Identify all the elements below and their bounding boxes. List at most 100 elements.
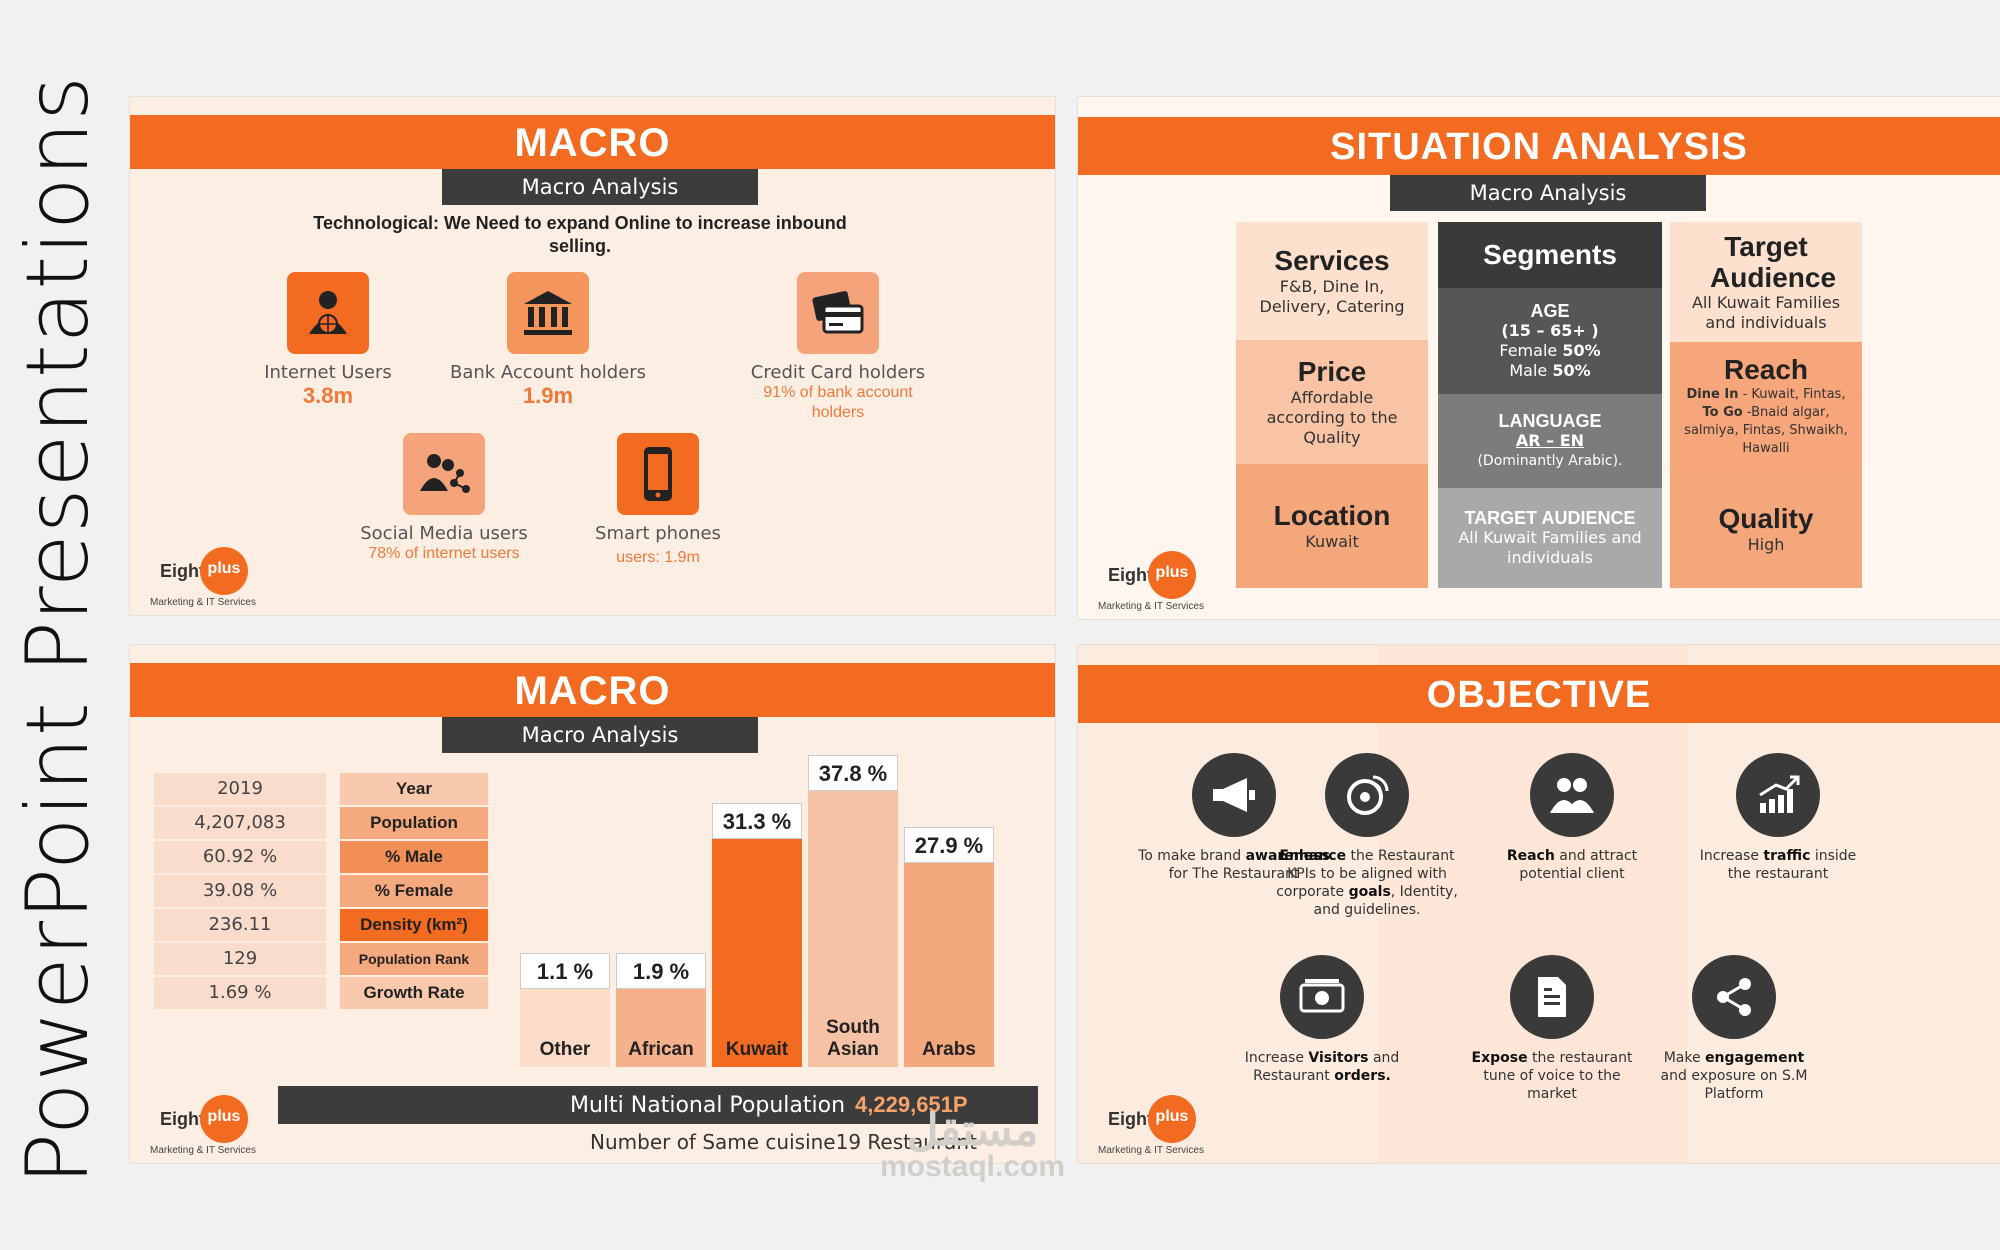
slide-macro-tech[interactable]: MACRO Macro Analysis Technological: We N… bbox=[130, 97, 1055, 615]
multi-national-population: Multi National Population 4,229,651P bbox=[278, 1086, 1038, 1124]
person-globe-icon bbox=[287, 272, 369, 354]
satellite-dish-icon bbox=[1325, 753, 1409, 837]
table-key: % Female bbox=[340, 875, 488, 907]
table-value: 60.92 % bbox=[154, 841, 326, 873]
tech-heading: Technological: We Need to expand Online … bbox=[313, 213, 847, 256]
table-key: Growth Rate bbox=[340, 977, 488, 1009]
chart-category-label: Other bbox=[539, 1039, 591, 1060]
share-icon bbox=[1692, 955, 1776, 1039]
slide-macro-population[interactable]: MACRO Macro Analysis 2019 Year 4,207,083 Po… bbox=[130, 645, 1055, 1163]
social-users-icon bbox=[403, 433, 485, 515]
segments-target-audience: TARGET AUDIENCE All Kuwait Families and … bbox=[1438, 488, 1662, 588]
stat-credit-card: Credit Card holders 91% of bank account … bbox=[718, 272, 958, 423]
objective-brand-awareness: To make brand awareness for The Restaura… bbox=[1134, 753, 1334, 883]
chart-bar: 1.1 % Other bbox=[520, 949, 610, 1067]
target-audience-cell: Target Audience All Kuwait Families and … bbox=[1670, 222, 1862, 342]
location-cell: Location Kuwait bbox=[1236, 464, 1428, 588]
credit-card-icon bbox=[797, 272, 879, 354]
table-value: 236.11 bbox=[154, 909, 326, 941]
table-row: 60.92 % % Male bbox=[154, 841, 488, 873]
slide-subtitle: Macro Analysis bbox=[1390, 175, 1706, 211]
slide-subtitle: Macro Analysis bbox=[442, 169, 758, 205]
chart-data-label: 27.9 % bbox=[904, 827, 994, 863]
objective-reach-clients: Reach and attract potential client bbox=[1492, 753, 1652, 883]
growth-chart-icon bbox=[1736, 753, 1820, 837]
chart-bar-fill bbox=[904, 863, 994, 1067]
table-value: 39.08 % bbox=[154, 875, 326, 907]
quality-cell: Quality High bbox=[1670, 470, 1862, 588]
eightplus-logo: Eight plus Marketing & IT Services bbox=[1098, 1095, 1218, 1156]
stat-smart-phones: Smart phones users: 1.9m bbox=[538, 433, 778, 568]
chart-bar-fill bbox=[712, 839, 802, 1067]
segments-age: AGE (15 – 65+ ) Female 50% Male 50% bbox=[1438, 288, 1662, 394]
eightplus-logo: Eight plus Marketing & IT Services bbox=[150, 1095, 270, 1156]
slide-objective[interactable]: OBJECTIVE To make brand awareness for Th… bbox=[1078, 645, 2000, 1163]
table-key: Year bbox=[340, 773, 488, 805]
bank-icon bbox=[507, 272, 589, 354]
chart-category-label: African bbox=[628, 1039, 694, 1060]
segments-header: Segments bbox=[1438, 222, 1662, 288]
column-segments: Segments AGE (15 – 65+ ) Female 50% Male… bbox=[1438, 222, 1662, 588]
segments-language: LANGUAGE AR – EN (Dominantly Arabic). bbox=[1438, 394, 1662, 488]
chart-data-label: 37.8 % bbox=[808, 755, 898, 791]
users-icon bbox=[1530, 753, 1614, 837]
stat-internet-users: Internet Users 3.8m bbox=[208, 272, 448, 409]
column-audience: Target Audience All Kuwait Families and … bbox=[1670, 222, 1862, 588]
slide-title: MACRO bbox=[130, 663, 1055, 717]
bg-panel bbox=[1688, 645, 2000, 1163]
chart-bar-fill bbox=[808, 791, 898, 1067]
table-row: 2019 Year bbox=[154, 773, 488, 805]
stat-social-media: Social Media users 78% of internet users bbox=[324, 433, 564, 564]
stat-bank-account: Bank Account holders 1.9m bbox=[428, 272, 668, 409]
objective-expose-tone: Expose the restaurant tune of voice to t… bbox=[1470, 955, 1634, 1103]
table-key: Population bbox=[340, 807, 488, 839]
table-row: 236.11 Density (km²) bbox=[154, 909, 488, 941]
chart-bar: 37.8 % South Asian bbox=[808, 751, 898, 1067]
table-value: 2019 bbox=[154, 773, 326, 805]
chart-category-label: Kuwait bbox=[725, 1039, 789, 1060]
bg-panel bbox=[1378, 645, 1688, 1163]
chart-category-label: Arabs bbox=[922, 1039, 976, 1060]
money-icon bbox=[1280, 955, 1364, 1039]
chart-category-label: South Asian bbox=[826, 1017, 880, 1060]
side-title: PowerPoint Presentations bbox=[8, 75, 109, 1185]
bg-panel bbox=[1078, 645, 1378, 1163]
table-value: 4,207,083 bbox=[154, 807, 326, 839]
objective-increase-visitors: Increase Visitors and Restaurant orders. bbox=[1242, 955, 1402, 1085]
objective-engagement: Make engagement and exposure on S.M Plat… bbox=[1654, 955, 1814, 1103]
table-row: 39.08 % % Female bbox=[154, 875, 488, 907]
mostaql-watermark: مستقل mostaql.com bbox=[880, 1106, 1066, 1183]
table-key: Density (km²) bbox=[340, 909, 488, 941]
table-row: 1.69 % Growth Rate bbox=[154, 977, 488, 1009]
same-cuisine-count: Number of Same cuisine19 Restaurant bbox=[590, 1130, 977, 1154]
document-icon bbox=[1510, 955, 1594, 1039]
chart-data-label: 1.9 % bbox=[616, 953, 706, 989]
eightplus-logo: Eight plus Marketing & IT Services bbox=[150, 547, 270, 608]
price-cell: Price Affordable according to the Qualit… bbox=[1236, 340, 1428, 464]
chart-data-label: 31.3 % bbox=[712, 803, 802, 839]
chart-bar-fill bbox=[616, 989, 706, 1067]
slide-subtitle: Macro Analysis bbox=[442, 717, 758, 753]
slide-title: MACRO bbox=[130, 115, 1055, 169]
chart-bar: 1.9 % African bbox=[616, 949, 706, 1067]
services-cell: Services F&B, Dine In, Delivery, Caterin… bbox=[1236, 222, 1428, 340]
chart-bar-fill bbox=[520, 989, 610, 1067]
chart-bar: 31.3 % Kuwait bbox=[712, 799, 802, 1067]
reach-cell: Reach Dine In - Kuwait, Fintas, To Go -B… bbox=[1670, 342, 1862, 470]
chart-bar: 27.9 % Arabs bbox=[904, 823, 994, 1067]
eightplus-logo: Eight plus Marketing & IT Services bbox=[1098, 551, 1218, 612]
chart-data-label: 1.1 % bbox=[520, 953, 610, 989]
column-mix: Services F&B, Dine In, Delivery, Caterin… bbox=[1236, 222, 1428, 588]
table-key: Population Rank bbox=[340, 943, 488, 975]
slide-situation-analysis[interactable]: SITUATION ANALYSIS Macro Analysis Servic… bbox=[1078, 97, 2000, 619]
table-row: 129 Population Rank bbox=[154, 943, 488, 975]
objective-enhance-kpis: Enhance the Restaurant KPIs to be aligne… bbox=[1272, 753, 1462, 919]
table-row: 4,207,083 Population bbox=[154, 807, 488, 839]
slide-title: SITUATION ANALYSIS bbox=[1078, 117, 2000, 175]
slide-title: OBJECTIVE bbox=[1078, 665, 2000, 723]
megaphone-icon bbox=[1192, 753, 1276, 837]
table-value: 1.69 % bbox=[154, 977, 326, 1009]
table-value: 129 bbox=[154, 943, 326, 975]
smartphone-icon bbox=[617, 433, 699, 515]
objective-increase-traffic: Increase traffic inside the restaurant bbox=[1698, 753, 1858, 883]
